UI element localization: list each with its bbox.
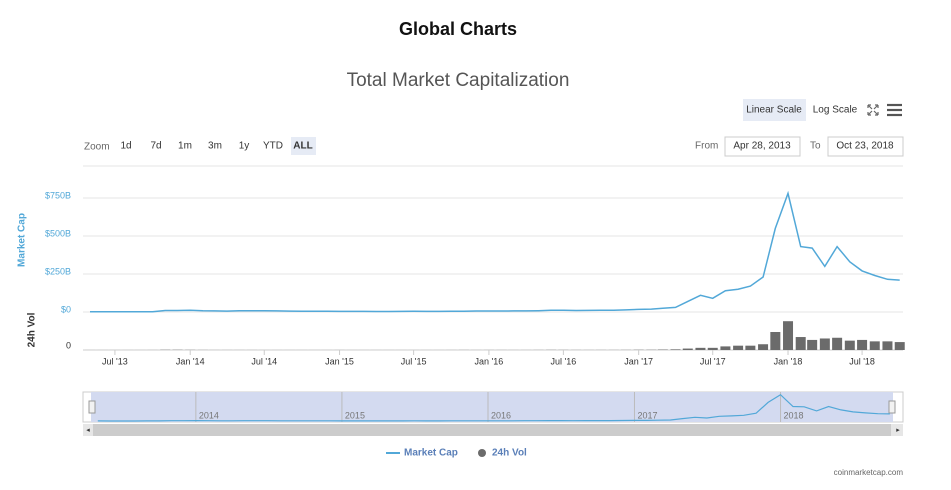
legend-label[interactable]: Market Cap [404,448,458,459]
volume-bar [795,337,806,350]
volume-bar [682,348,693,350]
scroll-arrow[interactable]: ▸ [896,427,900,434]
volume-bar [670,349,681,350]
x-tick-label: Jan '15 [325,356,354,366]
x-tick-label: Jul '17 [700,356,726,366]
from-date[interactable]: Apr 28, 2013 [733,141,791,152]
zoom-selected-bg[interactable] [291,137,316,155]
navigator-selection[interactable] [91,392,893,422]
to-input[interactable] [827,136,904,157]
x-tick-label: Jul '18 [849,356,875,366]
from-input[interactable] [724,136,801,157]
fullscreen-icon[interactable] [867,104,879,116]
zoom-button[interactable]: 7d [150,141,161,152]
y-tick-label: $0 [61,304,71,314]
x-tick-label: Jan '14 [176,356,205,366]
volume-bar [770,332,781,350]
menu-icon[interactable] [887,103,902,117]
volume-bar [869,341,880,350]
volume-bar [733,345,744,350]
x-tick-label: Jul '13 [102,356,128,366]
y2-axis-title: 24h Vol [27,312,38,347]
scale-button-bg[interactable] [743,99,806,121]
volume-bar [844,340,855,350]
y2-tick-label: 0 [66,340,71,350]
navigator-line [97,393,890,422]
scale-button[interactable]: Log Scale [813,105,858,116]
market-cap-line [90,190,900,313]
scrollbar-thumb[interactable] [93,424,891,436]
legend-label[interactable]: 24h Vol [492,448,527,459]
zoom-label: Zoom [84,142,110,153]
navigator-label: 2016 [491,410,511,420]
volume-bar [695,347,706,350]
y-tick-label: $500B [45,228,71,238]
volume-bar [832,337,843,350]
credit: coinmarketcap.com [834,468,904,477]
volume-bar [745,345,756,350]
navigator-label: 2018 [784,410,804,420]
zoom-button[interactable]: 1y [239,141,250,152]
volume-bar [720,346,731,350]
x-tick-label: Jan '18 [774,356,803,366]
zoom-button[interactable]: 1d [120,141,131,152]
scroll-arrow[interactable]: ◂ [86,427,90,434]
navigator-label: 2017 [637,410,657,420]
volume-bar [857,339,868,350]
page-title: Global Charts [399,19,517,39]
volume-bar [894,342,905,350]
y-tick-label: $750B [45,190,71,200]
x-tick-label: Jul '14 [251,356,277,366]
volume-bar [882,341,893,350]
zoom-button[interactable]: 1m [178,141,192,152]
scale-button[interactable]: Linear Scale [746,105,802,116]
volume-bar [758,344,769,350]
chart-title: Total Market Capitalization [347,70,570,91]
volume-bar [819,338,830,350]
to-label: To [810,141,821,152]
volume-bar [707,347,718,350]
navigator-label: 2014 [199,410,219,420]
navigator-handle[interactable] [88,400,96,414]
from-label: From [695,141,718,152]
to-date[interactable]: Oct 23, 2018 [836,141,894,152]
navigator-handle[interactable] [888,400,896,414]
zoom-button[interactable]: YTD [263,141,283,152]
volume-bar [807,339,818,350]
volume-bar [783,321,794,350]
x-tick-label: Jan '17 [624,356,653,366]
y-axis-title: Market Cap [17,213,28,267]
x-tick-label: Jul '16 [551,356,577,366]
y-tick-label: $250B [45,266,71,276]
legend-symbol[interactable] [478,449,486,457]
zoom-button[interactable]: ALL [293,141,312,152]
x-tick-label: Jan '16 [475,356,504,366]
zoom-button[interactable]: 3m [208,141,222,152]
navigator-label: 2015 [345,410,365,420]
x-tick-label: Jul '15 [401,356,427,366]
